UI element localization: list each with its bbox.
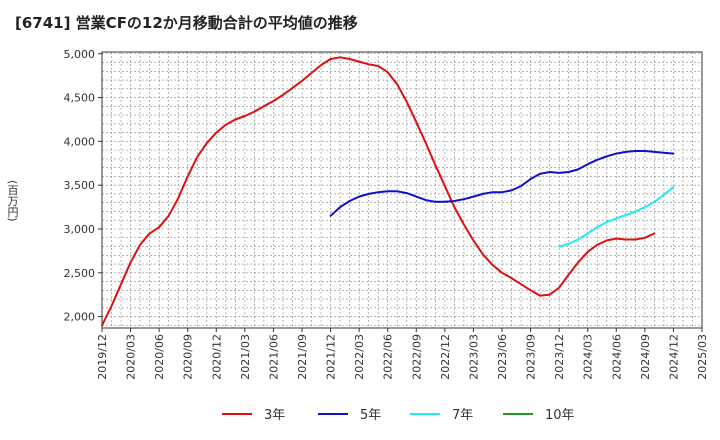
x-tick-label: 2021/06	[267, 334, 280, 380]
x-tick-label: 2020/09	[182, 334, 195, 380]
x-tick-label: 2023/12	[553, 334, 566, 380]
x-tick-label: 2019/12	[96, 334, 109, 380]
y-tick-label: 2,500	[64, 267, 96, 280]
y-tick-label: 4,500	[64, 92, 96, 105]
x-tick-label: 2022/03	[353, 334, 366, 380]
x-tick-label: 2021/09	[296, 334, 309, 380]
legend-label: 7年	[452, 408, 473, 423]
y-tick-label: 5,000	[64, 48, 96, 61]
plot-area	[102, 52, 702, 328]
plot-frame	[101, 51, 703, 329]
x-tick-label: 2025/03	[696, 334, 709, 380]
x-tick-label: 2020/03	[125, 334, 138, 380]
x-tick-label: 2023/06	[496, 334, 509, 380]
y-tick-label: 2,000	[64, 311, 96, 324]
legend-label: 10年	[545, 408, 575, 423]
x-tick-label: 2023/09	[525, 334, 538, 380]
y-tick-label: 3,000	[64, 223, 96, 236]
series-line-3年	[101, 56, 656, 327]
x-tick-label: 2024/09	[639, 334, 652, 380]
x-tick-label: 2024/12	[667, 334, 680, 380]
chart-title: [6741] 営業CFの12か月移動合計の平均値の推移	[15, 14, 358, 32]
x-tick-label: 2022/09	[410, 334, 423, 380]
series-group	[101, 56, 675, 327]
series-line-7年	[558, 185, 675, 248]
x-tick-label: 2021/03	[239, 334, 252, 380]
x-tick-label: 2022/06	[382, 334, 395, 380]
x-tick-label: 2021/12	[325, 334, 338, 380]
x-tick-label: 2020/12	[210, 334, 223, 380]
x-tick-label: 2020/06	[153, 334, 166, 380]
grid-lines	[101, 52, 703, 328]
x-tick-label: 2022/12	[439, 334, 452, 380]
legend: 3年 5年 7年 10年	[222, 408, 575, 423]
legend-label: 3年	[264, 408, 285, 423]
x-tick-label: 2023/03	[467, 334, 480, 380]
legend-label: 5年	[360, 408, 381, 423]
y-axis-label: (百万円)	[6, 180, 19, 222]
y-tick-label: 3,500	[64, 179, 96, 192]
y-tick-label: 4,000	[64, 135, 96, 148]
x-tick-label: 2024/03	[582, 334, 595, 380]
x-tick-label: 2024/06	[610, 334, 623, 380]
series-line-5年	[329, 150, 675, 217]
